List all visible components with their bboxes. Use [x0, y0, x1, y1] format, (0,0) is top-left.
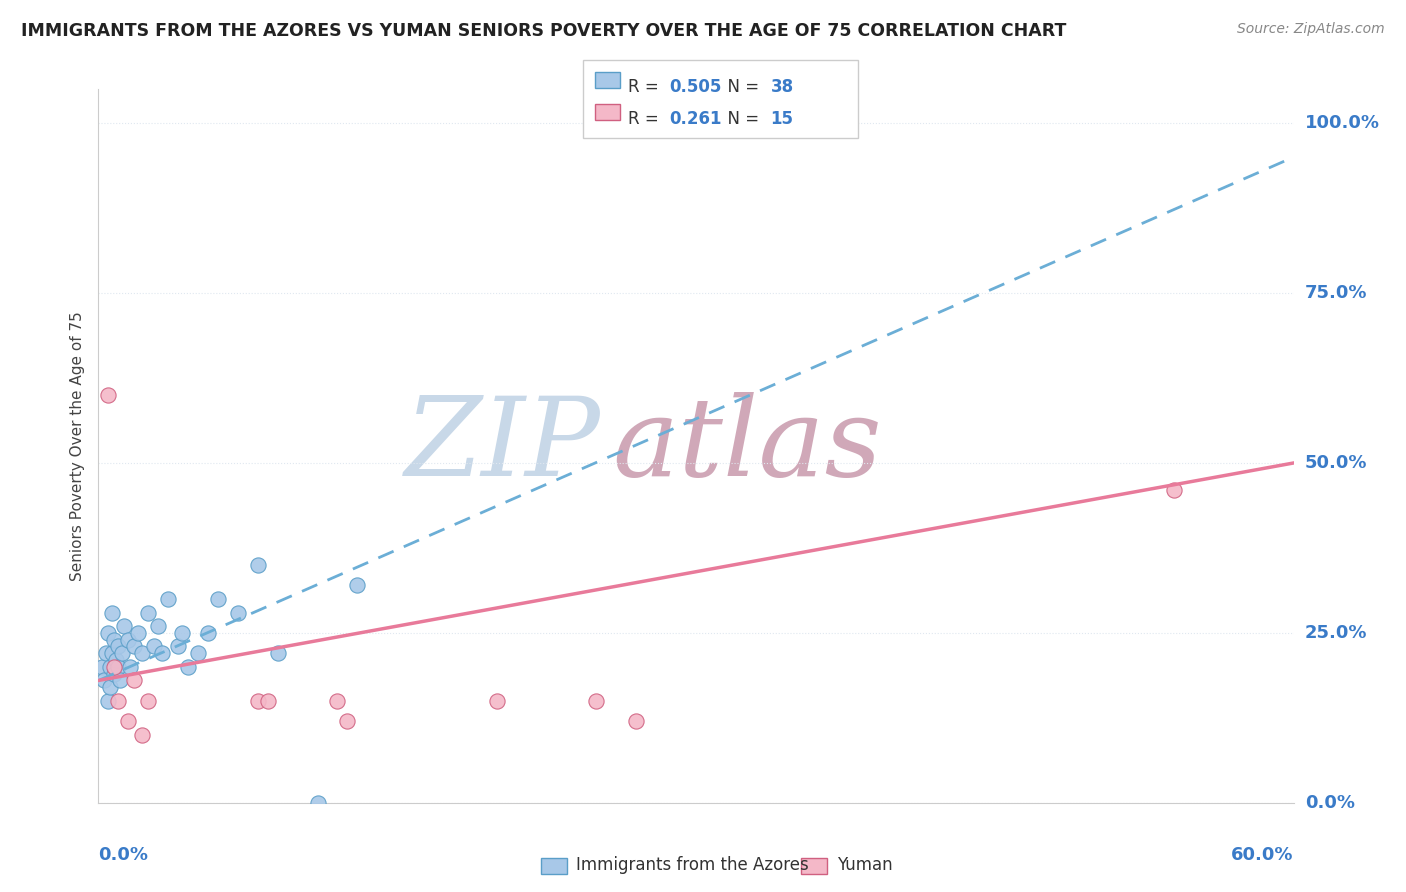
Point: [103, 660, 125, 674]
Point: [207, 591, 229, 606]
Point: [226, 606, 249, 620]
Point: [143, 640, 166, 654]
Point: [626, 714, 648, 729]
Point: [267, 646, 290, 660]
Point: [112, 619, 135, 633]
Text: Immigrants from the Azores: Immigrants from the Azores: [576, 856, 810, 874]
Text: 0.505: 0.505: [669, 78, 721, 95]
Text: 0.261: 0.261: [669, 110, 721, 128]
Point: [131, 646, 153, 660]
Point: [256, 694, 278, 708]
Text: 0.0%: 0.0%: [1305, 794, 1354, 812]
Text: atlas: atlas: [613, 392, 882, 500]
Text: 75.0%: 75.0%: [1305, 284, 1367, 302]
Point: [120, 660, 142, 674]
Text: 100.0%: 100.0%: [1305, 114, 1379, 132]
Point: [91, 660, 114, 674]
Point: [148, 619, 170, 633]
Text: Source: ZipAtlas.com: Source: ZipAtlas.com: [1237, 22, 1385, 37]
Point: [346, 578, 368, 592]
Point: [150, 646, 173, 660]
Text: 38: 38: [770, 78, 793, 95]
Point: [167, 640, 190, 654]
Point: [127, 626, 149, 640]
Point: [97, 694, 120, 708]
Point: [124, 673, 146, 688]
Point: [172, 626, 194, 640]
Point: [246, 558, 269, 572]
Text: 0.0%: 0.0%: [98, 846, 149, 863]
Point: [111, 646, 134, 660]
Point: [107, 660, 129, 674]
Point: [136, 694, 159, 708]
Point: [101, 646, 124, 660]
Text: 15: 15: [770, 110, 793, 128]
Point: [98, 660, 122, 674]
Text: R =: R =: [628, 78, 665, 95]
Point: [117, 714, 139, 729]
Point: [131, 728, 153, 742]
Point: [107, 640, 129, 654]
Point: [103, 632, 125, 647]
Text: Yuman: Yuman: [837, 856, 893, 874]
Point: [585, 694, 607, 708]
Point: [107, 694, 129, 708]
Point: [136, 606, 159, 620]
Point: [103, 666, 125, 681]
Point: [110, 673, 132, 688]
Point: [246, 694, 269, 708]
Point: [97, 388, 120, 402]
Text: 50.0%: 50.0%: [1305, 454, 1367, 472]
Point: [97, 626, 120, 640]
Text: R =: R =: [628, 110, 665, 128]
Point: [197, 626, 219, 640]
Point: [307, 796, 329, 810]
Point: [101, 606, 124, 620]
Point: [336, 714, 359, 729]
Point: [177, 660, 200, 674]
Point: [98, 680, 122, 694]
Point: [187, 646, 209, 660]
Point: [96, 646, 118, 660]
Y-axis label: Seniors Poverty Over the Age of 75: Seniors Poverty Over the Age of 75: [69, 311, 84, 581]
Text: 25.0%: 25.0%: [1305, 624, 1367, 642]
Text: 60.0%: 60.0%: [1232, 846, 1294, 863]
Point: [117, 632, 139, 647]
Point: [157, 591, 180, 606]
Point: [124, 640, 146, 654]
Point: [326, 694, 349, 708]
Text: N =: N =: [717, 110, 765, 128]
Text: IMMIGRANTS FROM THE AZORES VS YUMAN SENIORS POVERTY OVER THE AGE OF 75 CORRELATI: IMMIGRANTS FROM THE AZORES VS YUMAN SENI…: [21, 22, 1067, 40]
Point: [485, 694, 508, 708]
Text: ZIP: ZIP: [405, 392, 600, 500]
Point: [93, 673, 115, 688]
Text: N =: N =: [717, 78, 765, 95]
Point: [105, 653, 128, 667]
Point: [1163, 483, 1185, 498]
